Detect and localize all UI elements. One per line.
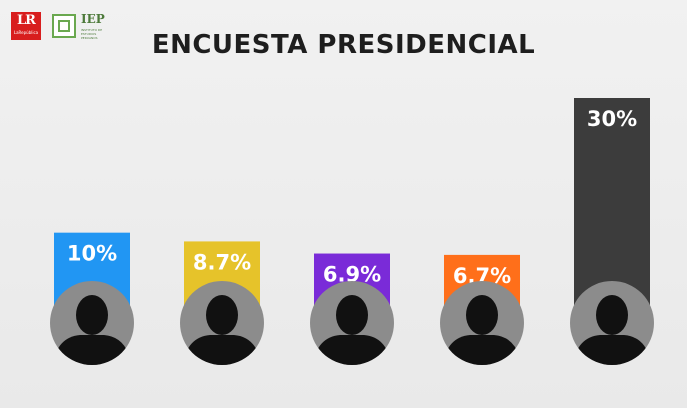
person-silhouette-icon xyxy=(310,281,394,365)
larepublica-logo: LR LaRepública xyxy=(11,12,41,40)
person-silhouette-icon xyxy=(440,281,524,365)
person-silhouette-icon xyxy=(50,281,134,365)
larepublica-logo-text: LR xyxy=(17,13,36,28)
bar-value-label-5: 30% xyxy=(587,107,637,131)
bar-value-label-2: 8.7% xyxy=(193,250,251,274)
bar-value-label-1: 10% xyxy=(67,242,117,266)
iep-logo-text: IEP xyxy=(81,12,105,26)
iep-logo: IEP INSTITUTO DE ESTUDIOS PERUANOS xyxy=(49,10,109,42)
person-silhouette-icon xyxy=(180,281,264,365)
iep-logo-subtext: INSTITUTO DE ESTUDIOS PERUANOS xyxy=(81,28,103,40)
chart-title: ENCUESTA PRESIDENCIAL xyxy=(151,30,536,60)
person-silhouette-icon xyxy=(570,281,654,365)
larepublica-logo-subtext: LaRepública xyxy=(13,30,39,35)
iep-emblem-icon xyxy=(52,14,76,38)
